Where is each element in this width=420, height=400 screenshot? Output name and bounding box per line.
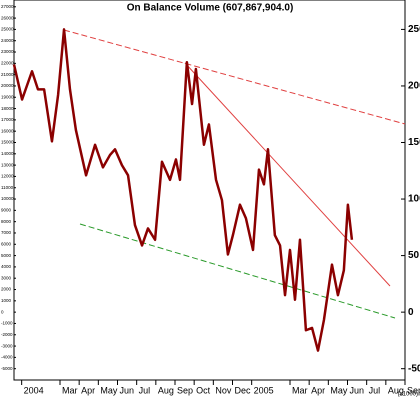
y2-tick-label: 21000 bbox=[1, 72, 14, 77]
x-tick-label: Sep bbox=[407, 385, 420, 395]
y-tick-label: 50 bbox=[408, 250, 420, 261]
x-tick-label: Jun bbox=[350, 385, 365, 395]
y2-tick-label: 14000 bbox=[1, 151, 14, 156]
y2-tick-label: 10000 bbox=[1, 196, 14, 201]
y2-tick-label: 24000 bbox=[1, 38, 14, 43]
x-tick-label: Apr bbox=[311, 385, 325, 395]
y-tick-label: 150 bbox=[408, 137, 420, 148]
y2-tick-label: 22000 bbox=[1, 61, 14, 66]
x-tick-label: Oct bbox=[196, 385, 211, 395]
y2-tick-label: 23000 bbox=[1, 49, 14, 54]
y2-tick-label: 19000 bbox=[1, 94, 14, 99]
x-tick-label: Jul bbox=[139, 385, 151, 395]
x-tick-label: Jul bbox=[369, 385, 381, 395]
y2-tick-label: 5000 bbox=[1, 253, 12, 258]
y2-tick-label: 25000 bbox=[1, 27, 14, 32]
y2-tick-label: -2000 bbox=[1, 332, 13, 337]
y2-tick-label: 1000 bbox=[1, 298, 12, 303]
y2-tick-label: -4000 bbox=[1, 355, 13, 360]
y2-tick-label: 15000 bbox=[1, 140, 14, 145]
y2-tick-label: 13000 bbox=[1, 162, 14, 167]
x-tick-label: May bbox=[100, 385, 118, 395]
y2-tick-label: 8000 bbox=[1, 219, 12, 224]
y2-tick-label: 18000 bbox=[1, 106, 14, 111]
y2-tick-label: 7000 bbox=[1, 230, 12, 235]
trend-line bbox=[184, 62, 391, 287]
x-tick-label: Apr bbox=[81, 385, 95, 395]
y2-tick-label: -5000 bbox=[1, 366, 13, 371]
y2-tick-label: -3000 bbox=[1, 343, 13, 348]
y2-tick-label: 3000 bbox=[1, 275, 12, 280]
y-tick-label: -50 bbox=[408, 363, 420, 374]
y2-tick-label: 11000 bbox=[1, 185, 14, 190]
trend-line bbox=[63, 29, 406, 125]
x-tick-label: Aug bbox=[158, 385, 174, 395]
y2-tick-label: 17000 bbox=[1, 117, 14, 122]
y2-tick-label: 4000 bbox=[1, 264, 12, 269]
x-tick-label: Aug bbox=[388, 385, 404, 395]
x-tick-label: Jun bbox=[120, 385, 135, 395]
y2-tick-label: -1000 bbox=[1, 321, 13, 326]
x-tick-label: May bbox=[330, 385, 348, 395]
y-tick-label: 0 bbox=[408, 307, 414, 318]
y2-tick-label: 2000 bbox=[1, 287, 12, 292]
y2-tick-label: 20000 bbox=[1, 83, 14, 88]
data-line bbox=[12, 28, 354, 352]
x-tick-label: Mar bbox=[62, 385, 78, 395]
x-tick-label: 2004 bbox=[24, 385, 44, 395]
axis-unit: (x1000) bbox=[398, 392, 418, 398]
x-tick-label: Mar bbox=[292, 385, 308, 395]
y2-tick-label: 0 bbox=[1, 309, 4, 314]
y2-tick-label: 27000 bbox=[1, 4, 14, 9]
chart-title: On Balance Volume (607,867,904.0) bbox=[127, 3, 294, 14]
y2-tick-label: 16000 bbox=[1, 128, 14, 133]
y-tick-label: 250 bbox=[408, 24, 420, 35]
plot-frame bbox=[13, 0, 406, 381]
x-tick-label: 2005 bbox=[254, 385, 274, 395]
x-tick-label: Sep bbox=[177, 385, 193, 395]
y-tick-label: 200 bbox=[408, 81, 420, 92]
y2-tick-label: 26000 bbox=[1, 15, 14, 20]
x-tick-label: Nov bbox=[215, 385, 232, 395]
trend-line bbox=[79, 223, 396, 319]
y2-tick-label: 6000 bbox=[1, 241, 12, 246]
x-tick-label: Dec bbox=[235, 385, 252, 395]
y-tick-label: 100 bbox=[408, 194, 420, 205]
y2-tick-label: 9000 bbox=[1, 208, 12, 213]
y2-tick-label: 12000 bbox=[1, 174, 14, 179]
